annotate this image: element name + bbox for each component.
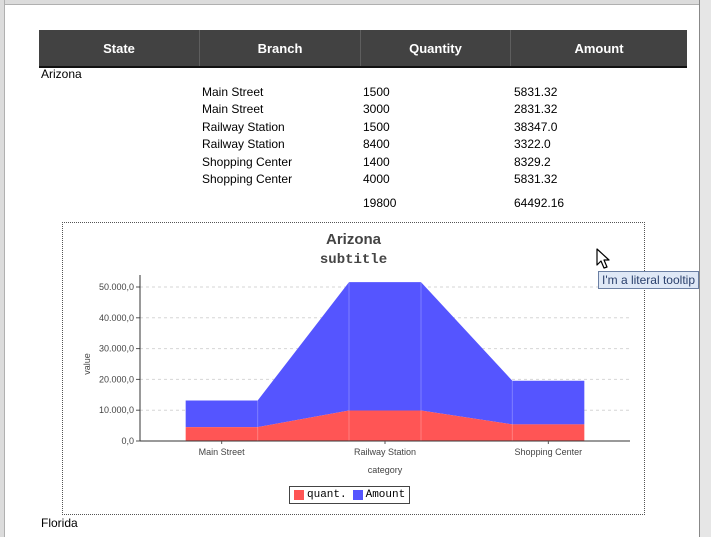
table-header: State Branch Quantity Amount [39, 30, 687, 66]
chart-title: Arizona [325, 231, 381, 248]
cell-amount: 5831.32 [514, 172, 558, 186]
cell-branch: Railway Station [202, 137, 285, 151]
column-header-branch: Branch [200, 30, 361, 66]
cell-amount: 8329.2 [514, 155, 551, 169]
column-header-quantity: Quantity [361, 30, 511, 66]
cell-branch: Shopping Center [202, 155, 293, 169]
cell-quantity: 3000 [363, 102, 390, 116]
legend-swatch-amount [352, 490, 363, 500]
cell-branch: Shopping Center [202, 172, 293, 186]
column-header-state: State [39, 30, 200, 66]
cell-quantity: 1400 [363, 155, 390, 169]
cell-quantity: 1500 [363, 85, 390, 99]
cell-quantity: 1500 [363, 120, 390, 134]
chart-frame [62, 222, 645, 515]
cell-branch: Main Street [202, 85, 264, 99]
legend-item: quant. [294, 489, 347, 501]
cell-amount: 2831.32 [514, 102, 558, 116]
cell-amount: 5831.32 [514, 85, 558, 99]
viewport-left-border [0, 0, 5, 537]
mouse-pointer-icon [596, 248, 610, 269]
vertical-scrollbar[interactable] [699, 0, 711, 537]
chart-legend: quant. Amount [289, 486, 411, 504]
group-label-state: Florida [41, 516, 78, 530]
legend-label: Amount [365, 489, 406, 501]
chart-subtitle: subtitle [319, 252, 388, 268]
legend-swatch-quant [294, 490, 304, 500]
group-total-amount: 64492.16 [514, 196, 565, 210]
cell-branch: Railway Station [202, 120, 285, 134]
header-divider [39, 66, 687, 68]
cell-branch: Main Street [202, 102, 264, 116]
group-total-quantity: 19800 [363, 196, 397, 210]
legend-label: quant. [307, 489, 347, 501]
tooltip: I'm a literal tooltip [598, 271, 699, 289]
viewport-top-border [0, 0, 711, 5]
legend-item: Amount [352, 489, 406, 501]
group-label-state: Arizona [41, 67, 82, 81]
column-header-amount: Amount [574, 40, 624, 56]
cell-amount: 3322.0 [514, 137, 551, 151]
cell-quantity: 8400 [363, 137, 390, 151]
cell-quantity: 4000 [363, 172, 390, 186]
cell-amount: 38347.0 [514, 120, 558, 134]
